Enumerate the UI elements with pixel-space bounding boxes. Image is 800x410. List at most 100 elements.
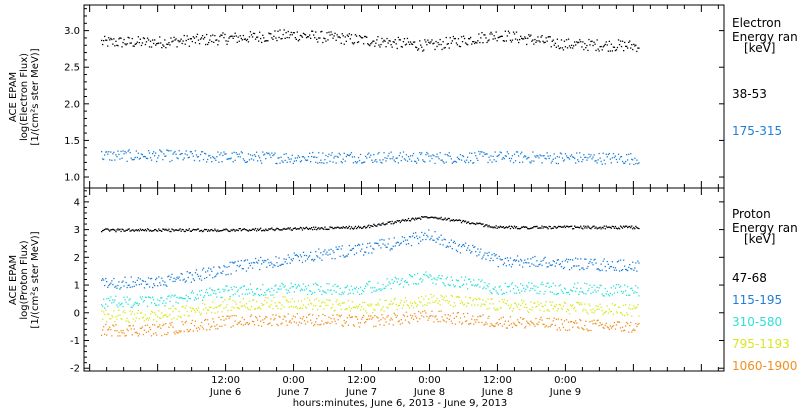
proton-point [129,286,131,288]
proton-point [389,221,391,223]
proton-point [457,219,460,221]
proton-point [241,305,243,307]
proton-point [123,309,125,311]
proton-point [135,331,137,334]
electron-point [208,41,210,44]
proton-point [486,284,488,286]
proton-point [181,228,183,231]
proton-point [344,322,346,324]
proton-point [299,290,302,292]
proton-point [493,253,495,255]
proton-point [367,284,369,286]
proton-point [210,306,212,308]
proton-point [370,225,372,227]
proton-point [542,259,544,262]
proton-point [489,290,491,292]
proton-point [206,228,208,231]
proton-point [240,260,242,262]
proton-point [446,317,448,319]
proton-point [528,228,530,230]
proton-point [535,226,537,228]
electron-point [362,37,364,39]
proton-point [374,309,376,311]
proton-point [278,288,280,290]
proton-point [499,225,501,227]
proton-point [230,273,232,275]
electron-point [241,152,243,154]
proton-point [473,223,475,225]
proton-point [118,309,120,311]
proton-point [363,308,365,310]
electron-point [606,156,608,158]
proton-point [204,295,206,297]
proton-point [637,323,639,326]
electron-point [204,36,206,39]
proton-point [492,288,494,290]
proton-point [582,291,584,293]
proton-point [396,241,398,243]
proton-point [175,301,177,303]
proton-point [194,229,197,231]
proton-point [228,289,230,291]
proton-point [283,306,285,308]
electron-point [583,48,585,51]
proton-point [305,288,308,290]
proton-point [307,228,310,230]
proton-point [431,310,433,312]
proton-point [262,284,264,286]
proton-point [165,302,167,304]
electron-point [127,36,129,38]
electron-point [265,40,267,42]
electron-point [631,158,633,160]
proton-point [402,286,405,288]
proton-point [345,226,347,228]
proton-point [598,227,600,229]
electron-point [154,155,156,157]
proton-point [282,296,284,298]
proton-point [113,325,115,327]
electron-point [434,162,436,165]
electron-point [555,46,557,48]
proton-point [145,318,148,320]
electron-point [183,34,185,37]
proton-point [191,274,193,276]
electron-point [407,41,410,43]
electron-point [397,162,399,164]
proton-point [199,314,202,316]
proton-point [515,226,518,228]
electron-point [190,151,192,153]
proton-point [595,226,597,228]
proton-point [595,291,597,293]
proton-point [400,220,402,222]
proton-point [583,292,585,295]
proton-point [509,306,512,308]
proton-point [595,262,597,264]
electron-point [634,45,636,47]
proton-point [130,230,132,232]
proton-point [213,266,215,268]
proton-point [344,227,346,229]
proton-point [202,296,205,298]
proton-point [315,226,317,228]
proton-point [638,322,640,325]
proton-point [370,287,372,289]
proton-point [419,236,421,238]
proton-point [215,229,217,232]
electron-point [474,42,476,45]
proton-point [199,275,202,277]
electron-point [401,46,403,48]
electron-point [628,41,630,43]
proton-point [575,320,577,322]
proton-point [439,218,441,220]
proton-point [459,302,462,305]
electron-point [300,160,303,162]
electron-point [560,39,563,41]
proton-point [251,228,254,230]
proton-point [193,279,196,281]
proton-point [159,282,161,284]
proton-point [520,317,522,319]
proton-point [198,311,201,313]
electron-point [332,37,334,39]
proton-point [230,286,232,289]
electron-point [543,155,545,157]
